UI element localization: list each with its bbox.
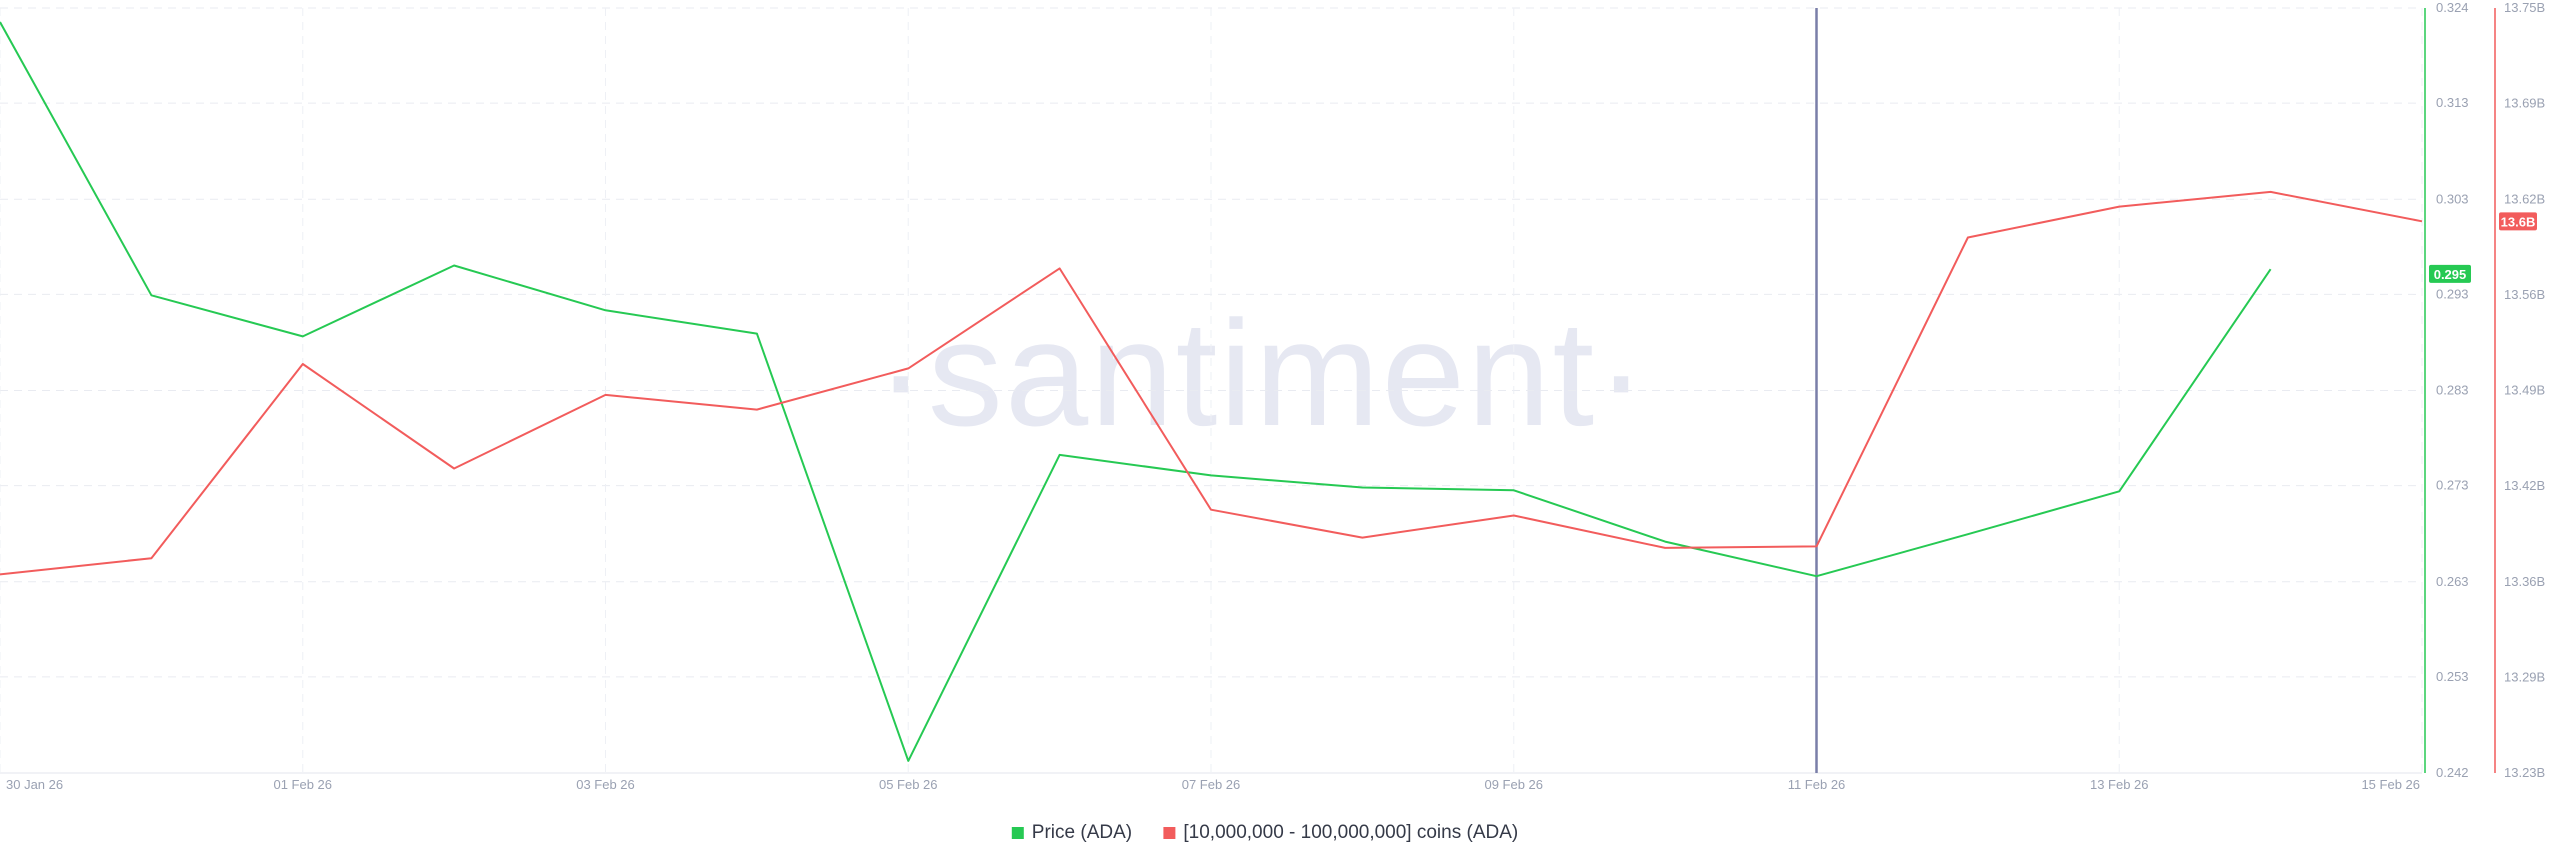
holders-tick-label: 13.49B: [2504, 383, 2545, 398]
holders-tick-label: 13.36B: [2504, 574, 2545, 589]
price-current-badge-label: 0.295: [2434, 267, 2467, 282]
date-tick-label: 03 Feb 26: [576, 777, 635, 792]
date-tick-label: 01 Feb 26: [273, 777, 332, 792]
date-tick-label: 11 Feb 26: [1788, 777, 1846, 792]
date-tick-label: 15 Feb 26: [2361, 777, 2420, 792]
series-lines: [0, 21, 2423, 762]
price-tick-label: 0.293: [2436, 286, 2469, 301]
price-tick-label: 0.283: [2436, 383, 2469, 398]
grid-lines: [0, 7, 2423, 774]
series-line-holders[interactable]: [0, 190, 2423, 576]
legend-swatch: [1163, 827, 1176, 839]
price-current-badge: [2429, 264, 2471, 283]
holders-tick-label: 13.42B: [2504, 478, 2545, 493]
holders-tick-label: 13.75B: [2504, 0, 2545, 15]
date-tick-label: 09 Feb 26: [1484, 777, 1543, 792]
holders-tick-label: 13.29B: [2504, 669, 2545, 684]
legend-swatch: [1011, 827, 1024, 839]
price-axis-ticks: 0.242 0.253 0.263 0.273 0.283 0.293 0.303 0.313…: [2436, 0, 2469, 780]
holders-axis-ticks: 13.23B 13.29B 13.36B 13.42B 13.49B 13.56B 13.6…: [2504, 0, 2545, 780]
date-axis-ticks: 30 Jan 26 01 Feb 26 03 Feb 26 05 Feb 26 07 F…: [6, 777, 2420, 792]
date-tick-label: 07 Feb 26: [1182, 777, 1241, 792]
watermark-logo: ·santiment·: [876, 289, 1648, 457]
price-tick-label: 0.273: [2436, 478, 2469, 493]
date-tick-label: 30 Jan 26: [6, 777, 63, 792]
price-tick-label: 0.263: [2436, 574, 2469, 589]
legend-label[interactable]: [10,000,000 - 100,000,000] coins (ADA): [1183, 822, 1518, 843]
legend-label[interactable]: Price (ADA): [1032, 822, 1132, 843]
price-tick-label: 0.242: [2436, 765, 2469, 780]
holders-current-badge-label: 13.6B: [2501, 214, 2536, 229]
holders-tick-label: 13.23B: [2504, 765, 2545, 780]
holders-tick-label: 13.56B: [2504, 287, 2545, 302]
date-tick-label: 05 Feb 26: [879, 777, 938, 792]
holders-tick-label: 13.62B: [2504, 191, 2545, 206]
price-tick-label: 0.324: [2436, 0, 2469, 15]
series-line-price[interactable]: [0, 21, 2272, 762]
price-tick-label: 0.313: [2436, 95, 2469, 110]
current-value-badges: 0.295 13.6B: [2429, 212, 2537, 283]
holders-tick-label: 13.69B: [2504, 96, 2545, 111]
price-tick-label: 0.253: [2436, 669, 2469, 684]
holders-current-badge: [2499, 212, 2537, 231]
date-tick-label: 13 Feb 26: [2090, 777, 2149, 792]
price-tick-label: 0.303: [2436, 191, 2469, 206]
legend: Price (ADA) [10,000,000 - 100,000,000] co…: [1011, 822, 1518, 843]
